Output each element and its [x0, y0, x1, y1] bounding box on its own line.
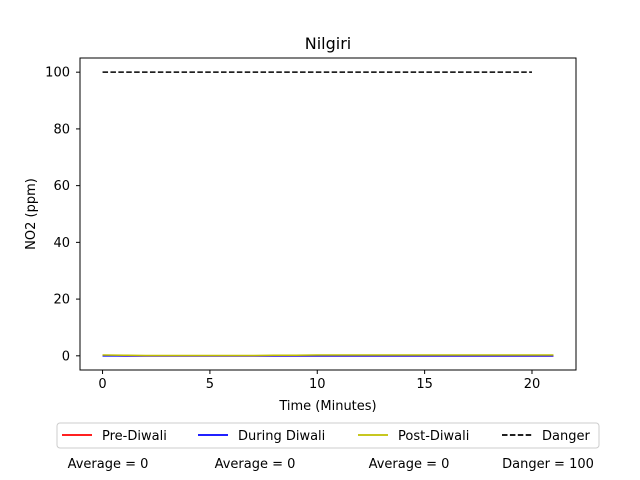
legend-frame	[56, 422, 600, 449]
legend-label: During Diwali	[238, 429, 325, 444]
legend-label: Danger	[542, 429, 590, 444]
y-tick-label: 80	[53, 122, 70, 137]
x-tick-label: 20	[524, 377, 541, 392]
average-label: Average = 0	[215, 457, 296, 472]
averages-row: Average = 0 Average = 0 Average = 0 Danger …	[68, 457, 594, 472]
average-label: Average = 0	[369, 457, 450, 472]
average-label: Danger = 100	[502, 457, 594, 472]
y-tick-label: 0	[62, 349, 70, 364]
x-tick-label: 0	[98, 377, 106, 392]
legend: Pre-Diwali During Diwali Post-Diwali Danger	[56, 422, 600, 449]
average-label: Average = 0	[68, 457, 149, 472]
x-tick-label: 5	[206, 377, 214, 392]
y-tick-label: 40	[53, 236, 70, 251]
x-tick-label: 10	[309, 377, 326, 392]
y-tick-label: 100	[45, 66, 70, 81]
y-tick-label: 20	[53, 293, 70, 308]
legend-label: Post-Diwali	[398, 429, 469, 444]
series-line-post-diwali	[102, 354, 554, 357]
plot-lines	[102, 71, 554, 357]
y-tick-label: 60	[53, 179, 70, 194]
plot-frame	[79, 57, 577, 371]
legend-label: Pre-Diwali	[102, 429, 167, 444]
x-tick-label: 15	[416, 377, 433, 392]
chart-title: Nilgiri	[305, 34, 351, 53]
x-axis-label: Time (Minutes)	[278, 399, 376, 414]
y-axis-label: NO2 (ppm)	[24, 178, 39, 250]
x-axis: 0 5 10 15 20	[98, 370, 540, 392]
y-axis: 0 20 40 60 80 100	[45, 66, 80, 364]
